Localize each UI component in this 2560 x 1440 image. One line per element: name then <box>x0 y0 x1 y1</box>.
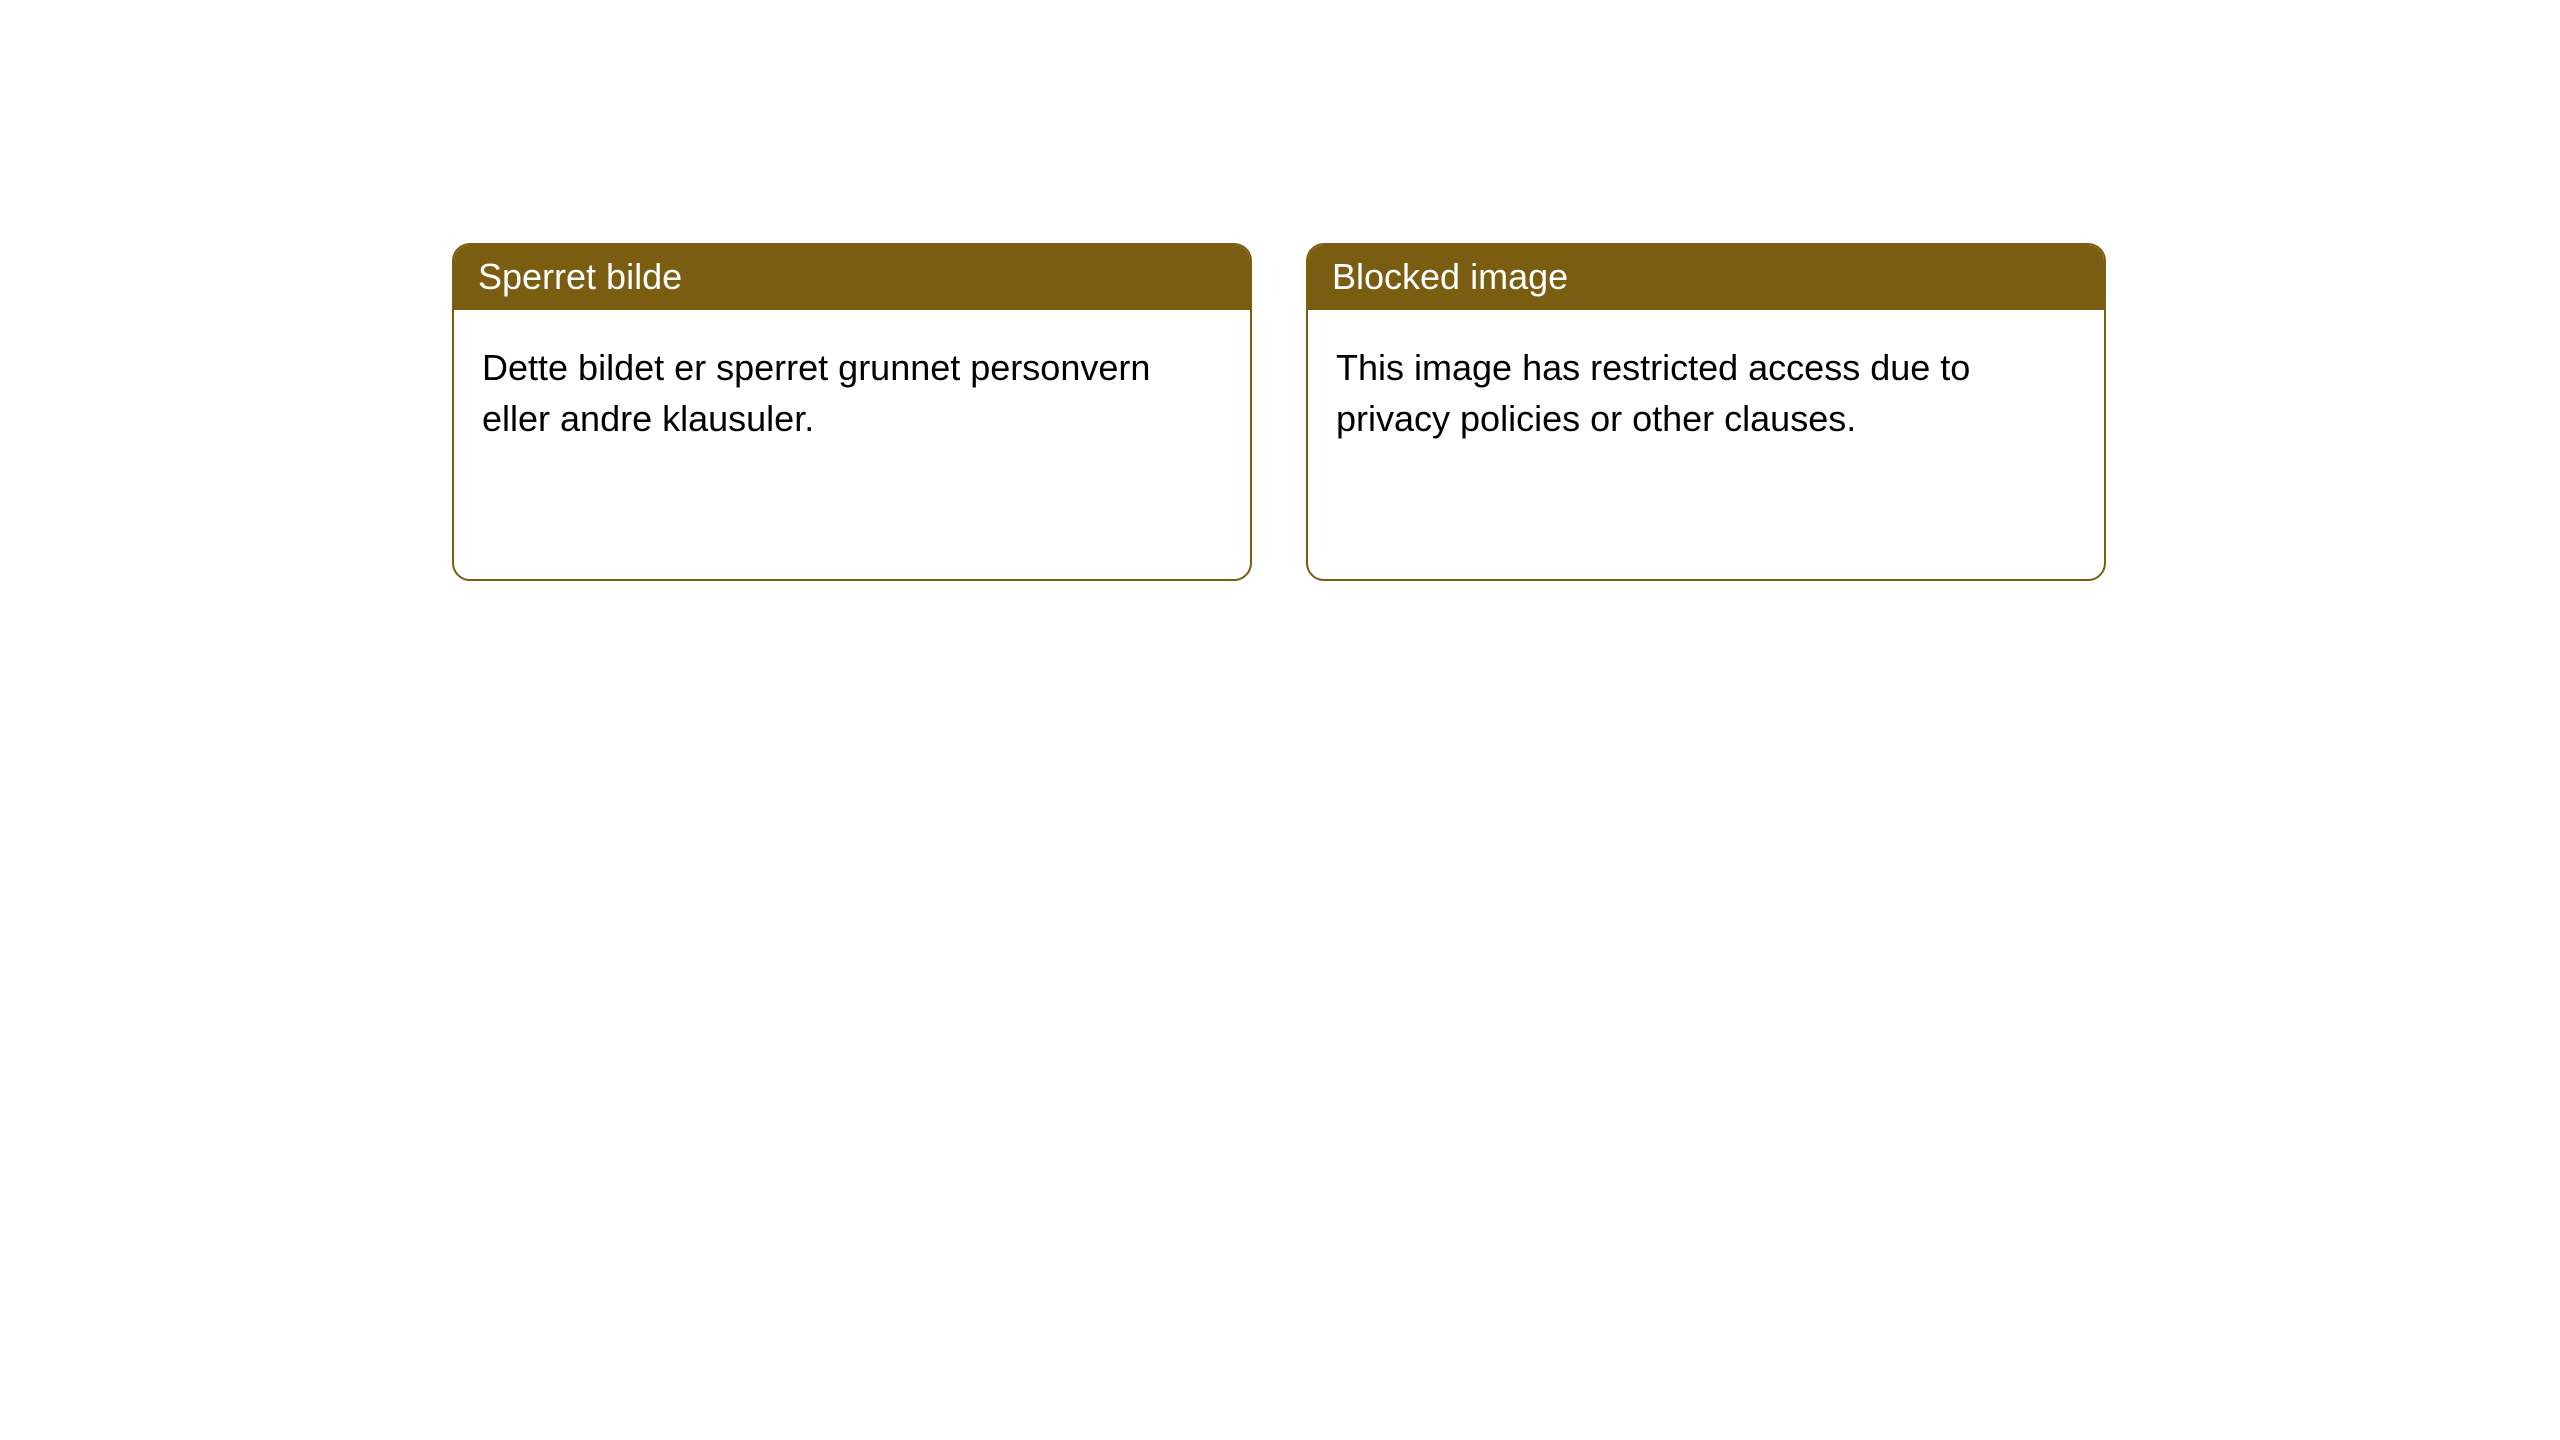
card-body-text: Dette bildet er sperret grunnet personve… <box>482 347 1150 439</box>
card-body: Dette bildet er sperret grunnet personve… <box>454 310 1250 476</box>
card-body: This image has restricted access due to … <box>1308 310 2104 476</box>
notice-card-english: Blocked image This image has restricted … <box>1306 243 2106 581</box>
card-header: Sperret bilde <box>454 245 1250 310</box>
card-header: Blocked image <box>1308 245 2104 310</box>
blocked-image-notices: Sperret bilde Dette bildet er sperret gr… <box>452 243 2106 581</box>
notice-card-norwegian: Sperret bilde Dette bildet er sperret gr… <box>452 243 1252 581</box>
card-title: Blocked image <box>1332 256 1568 297</box>
card-title: Sperret bilde <box>478 256 682 297</box>
card-body-text: This image has restricted access due to … <box>1336 347 1970 439</box>
